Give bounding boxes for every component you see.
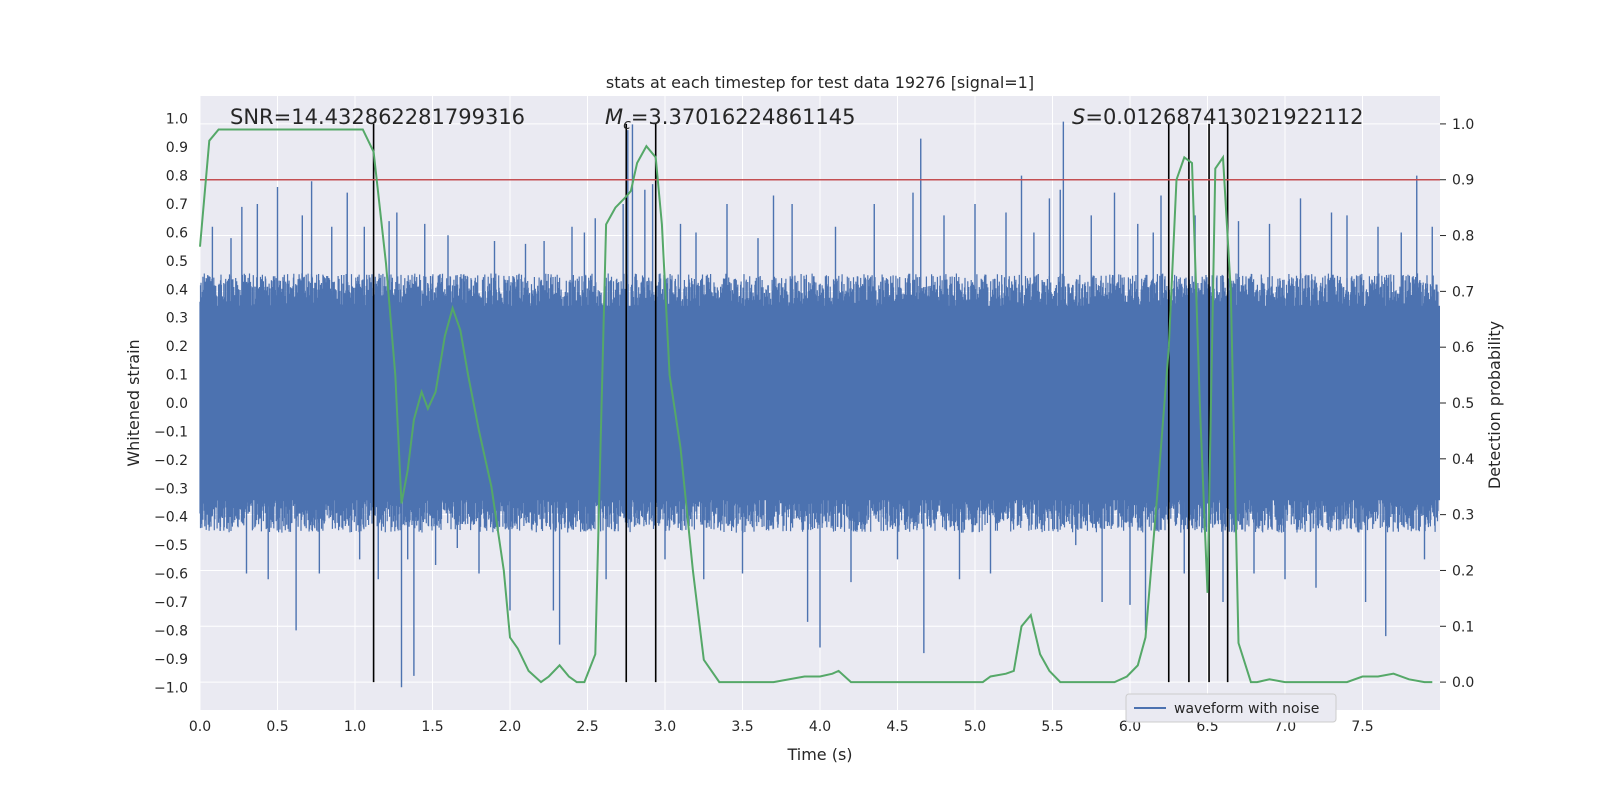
x-tick-label: 2.0 xyxy=(499,719,521,735)
legend-label: waveform with noise xyxy=(1174,701,1319,717)
chart: 0.0 0.5 1.0 1.5 2.0 2.5 3.0 3.5 4.0 4.5 5.0 5.5 6.0 6… xyxy=(0,0,1600,800)
y-right-tick-label: 0.2 xyxy=(1452,563,1474,579)
y-right-tick-label: 0.7 xyxy=(1452,284,1474,300)
y-left-tick-label: 0.3 xyxy=(166,311,188,327)
y-left-axis-label: Whitened strain xyxy=(124,339,143,466)
x-tick-label: 3.0 xyxy=(654,719,676,735)
chirp-mass-symbol: M xyxy=(605,105,623,129)
y-left-tick-label: 0.0 xyxy=(166,396,188,412)
y-left-tick-label: 0.5 xyxy=(166,254,188,270)
x-tick-label: 1.0 xyxy=(344,719,366,735)
y-left-tick-label: −1.0 xyxy=(154,680,188,696)
chart-title: stats at each timestep for test data 192… xyxy=(606,73,1034,92)
y-right-tick-label: 0.4 xyxy=(1452,452,1474,468)
y-left-tick-label: −0.8 xyxy=(154,623,188,639)
x-tick-label: 5.0 xyxy=(964,719,986,735)
y-left-tick-label: 1.0 xyxy=(166,112,188,128)
spin-value: =0.012687413021922112 xyxy=(1085,105,1363,129)
y-right-tick-label: 0.8 xyxy=(1452,229,1474,245)
y-right-axis-label: Detection probability xyxy=(1485,321,1504,489)
spin-annotation: S=0.012687413021922112 xyxy=(1072,105,1363,129)
y-left-tick-label: 0.7 xyxy=(166,197,188,213)
y-left-tick-label: −0.9 xyxy=(154,652,188,668)
y-right-tick-label: 0.0 xyxy=(1452,675,1474,691)
spin-symbol: S xyxy=(1072,105,1085,129)
x-tick-label: 0.5 xyxy=(266,719,288,735)
y-left-tick-label: −0.2 xyxy=(154,453,188,469)
x-tick-label: 2.5 xyxy=(576,719,598,735)
y-left-tick-label: 0.4 xyxy=(166,282,188,298)
x-tick-label: 5.5 xyxy=(1041,719,1063,735)
y-left-tick-label: 0.1 xyxy=(166,368,188,384)
y-left-tick-label: −0.5 xyxy=(154,538,188,554)
y-left-tick-label: 0.8 xyxy=(166,169,188,185)
y-left-tick-label: −0.1 xyxy=(154,424,188,440)
y-left-tick-label: 0.2 xyxy=(166,339,188,355)
y-right-tick-label: 0.5 xyxy=(1452,396,1474,412)
y-right-tick-label: 1.0 xyxy=(1452,117,1474,133)
x-tick-label: 0.0 xyxy=(189,719,211,735)
y-left-tick-label: 0.6 xyxy=(166,225,188,241)
y-left-tick-label: −0.6 xyxy=(154,567,188,583)
snr-annotation: SNR=14.432862281799316 xyxy=(230,105,525,129)
y-right-tick-label: 0.1 xyxy=(1452,619,1474,635)
x-tick-label: 7.5 xyxy=(1351,719,1373,735)
x-tick-label: 1.5 xyxy=(421,719,443,735)
x-axis-label: Time (s) xyxy=(786,745,852,764)
y-right-tick-label: 0.9 xyxy=(1452,173,1474,189)
chirp-mass-annotation: Mc=3.37016224861145 xyxy=(605,105,856,133)
y-right-tick-labels: 1.0 0.9 0.8 0.7 0.6 0.5 0.4 0.3 0.2 0.1 0.0 xyxy=(1440,117,1474,691)
y-right-tick-label: 0.3 xyxy=(1452,508,1474,524)
x-tick-label: 4.0 xyxy=(809,719,831,735)
x-tick-label: 4.5 xyxy=(886,719,908,735)
y-left-tick-label: −0.3 xyxy=(154,481,188,497)
legend: waveform with noise xyxy=(1126,694,1336,722)
x-tick-label: 3.5 xyxy=(731,719,753,735)
y-right-tick-label: 0.6 xyxy=(1452,340,1474,356)
y-left-tick-label: −0.4 xyxy=(154,510,188,526)
chirp-mass-value: =3.37016224861145 xyxy=(631,105,856,129)
y-left-tick-labels: 1.0 0.9 0.8 0.7 0.6 0.5 0.4 0.3 0.2 0.1 0.0 −0.1 −0.… xyxy=(154,112,188,697)
y-left-tick-label: 0.9 xyxy=(166,140,188,156)
y-left-tick-label: −0.7 xyxy=(154,595,188,611)
